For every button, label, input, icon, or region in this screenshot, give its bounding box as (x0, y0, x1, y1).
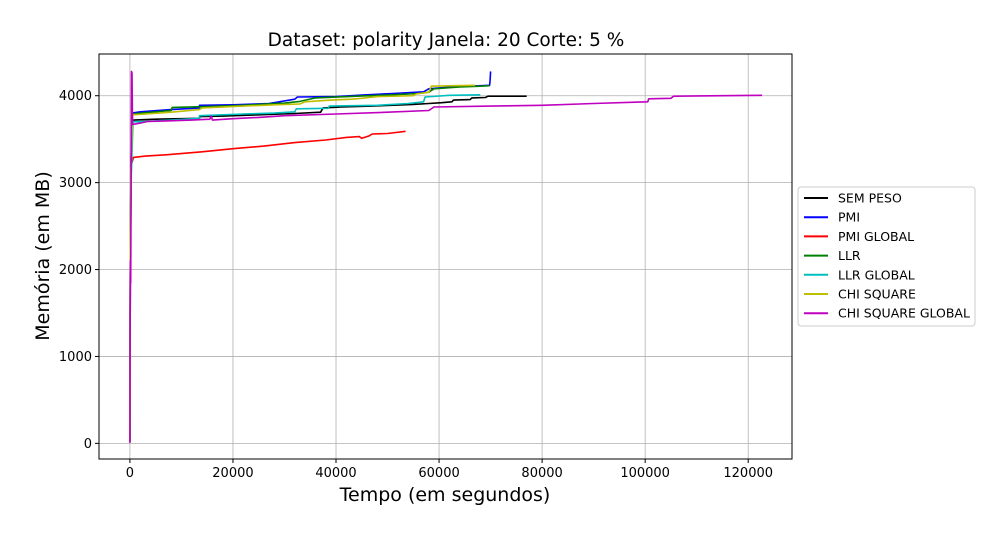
x-tick-label: 80000 (521, 466, 562, 481)
legend-label-llr: LLR (838, 248, 861, 263)
legend-label-sem-peso: SEM PESO (838, 191, 902, 206)
legend-label-chi-square-global: CHI SQUARE GLOBAL (838, 306, 970, 321)
legend-label-llr-global: LLR GLOBAL (838, 267, 915, 282)
series-lines (129, 70, 763, 443)
legend-label-chi-square: CHI SQUARE (838, 287, 916, 302)
series-line-chi-square (129, 84, 476, 442)
series-line-pmi (129, 71, 492, 442)
y-tick-label: 0 (84, 437, 92, 452)
series-line-llr-global (129, 94, 481, 443)
y-tick-label: 1000 (59, 350, 92, 365)
x-tick-label: 0 (126, 466, 134, 481)
series-line-llr (129, 84, 490, 443)
legend: SEM PESO PMI PMI GLOBAL LLR LLR GLOBAL CHI SQ… (797, 186, 976, 327)
x-axis-title: Tempo (em segundos) (339, 484, 551, 506)
x-tick-label: 40000 (315, 466, 356, 481)
axis-ticks: 0 20000 40000 60000 80000 100000 120000 0 1000 20… (59, 89, 773, 481)
x-tick-label: 100000 (620, 466, 670, 481)
series-line-chi-square-global (129, 70, 763, 443)
series-line-sem-peso (129, 95, 527, 441)
chart-title: Dataset: polarity Janela: 20 Corte: 5 % (268, 30, 625, 51)
y-axis-title: Memória (em MB) (32, 171, 54, 340)
y-tick-label: 2000 (59, 263, 92, 278)
grid (99, 54, 792, 459)
x-tick-label: 120000 (723, 466, 773, 481)
plot-area (98, 53, 793, 460)
legend-label-pmi-global: PMI GLOBAL (838, 229, 914, 244)
y-tick-label: 4000 (59, 89, 92, 104)
legend-box (797, 186, 976, 327)
x-tick-label: 20000 (212, 466, 253, 481)
legend-label-pmi: PMI (838, 210, 860, 225)
y-tick-label: 3000 (59, 176, 92, 191)
series-line-pmi-global (129, 130, 406, 442)
x-tick-label: 60000 (418, 466, 459, 481)
